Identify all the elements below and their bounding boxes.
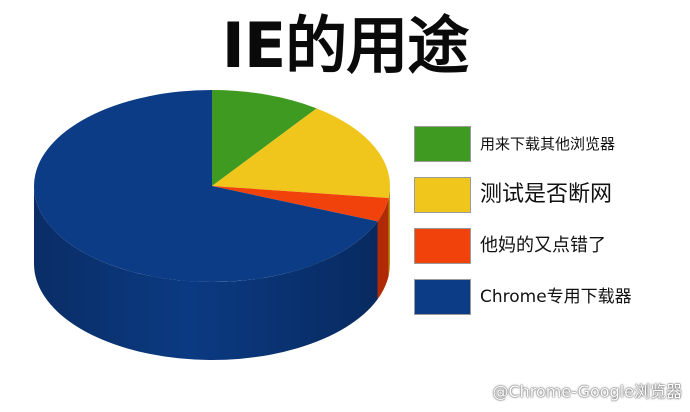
legend-swatch — [414, 177, 471, 213]
pie-side — [34, 186, 378, 360]
legend-item: 用来下载其他浏览器 — [414, 126, 684, 162]
legend-item: 他妈的又点错了 — [414, 228, 684, 264]
pie-side — [377, 198, 389, 300]
watermark: @Chrome-Google浏览器 — [467, 380, 682, 404]
legend-item: Chrome专用下载器 — [414, 279, 684, 315]
pie-slice — [212, 186, 389, 222]
legend-label: 他妈的又点错了 — [480, 235, 606, 256]
watermark-text: @Chrome-Google浏览器 — [492, 382, 682, 401]
legend-swatch — [414, 228, 471, 264]
weibo-icon — [467, 384, 489, 402]
pie-slice — [212, 108, 390, 199]
legend-label: Chrome专用下载器 — [480, 287, 632, 307]
legend: 用来下载其他浏览器 测试是否断网 他妈的又点错了 Chrome专用下载器 — [414, 126, 684, 330]
legend-label: 测试是否断网 — [480, 182, 613, 207]
chart-title: IE的用途 — [221, 9, 469, 82]
legend-swatch — [414, 279, 471, 315]
legend-item: 测试是否断网 — [414, 177, 684, 213]
pie-slice — [34, 90, 378, 282]
legend-label: 用来下载其他浏览器 — [480, 135, 616, 153]
pie-side — [388, 186, 390, 277]
legend-swatch — [414, 126, 471, 162]
pie-slice — [212, 90, 317, 186]
